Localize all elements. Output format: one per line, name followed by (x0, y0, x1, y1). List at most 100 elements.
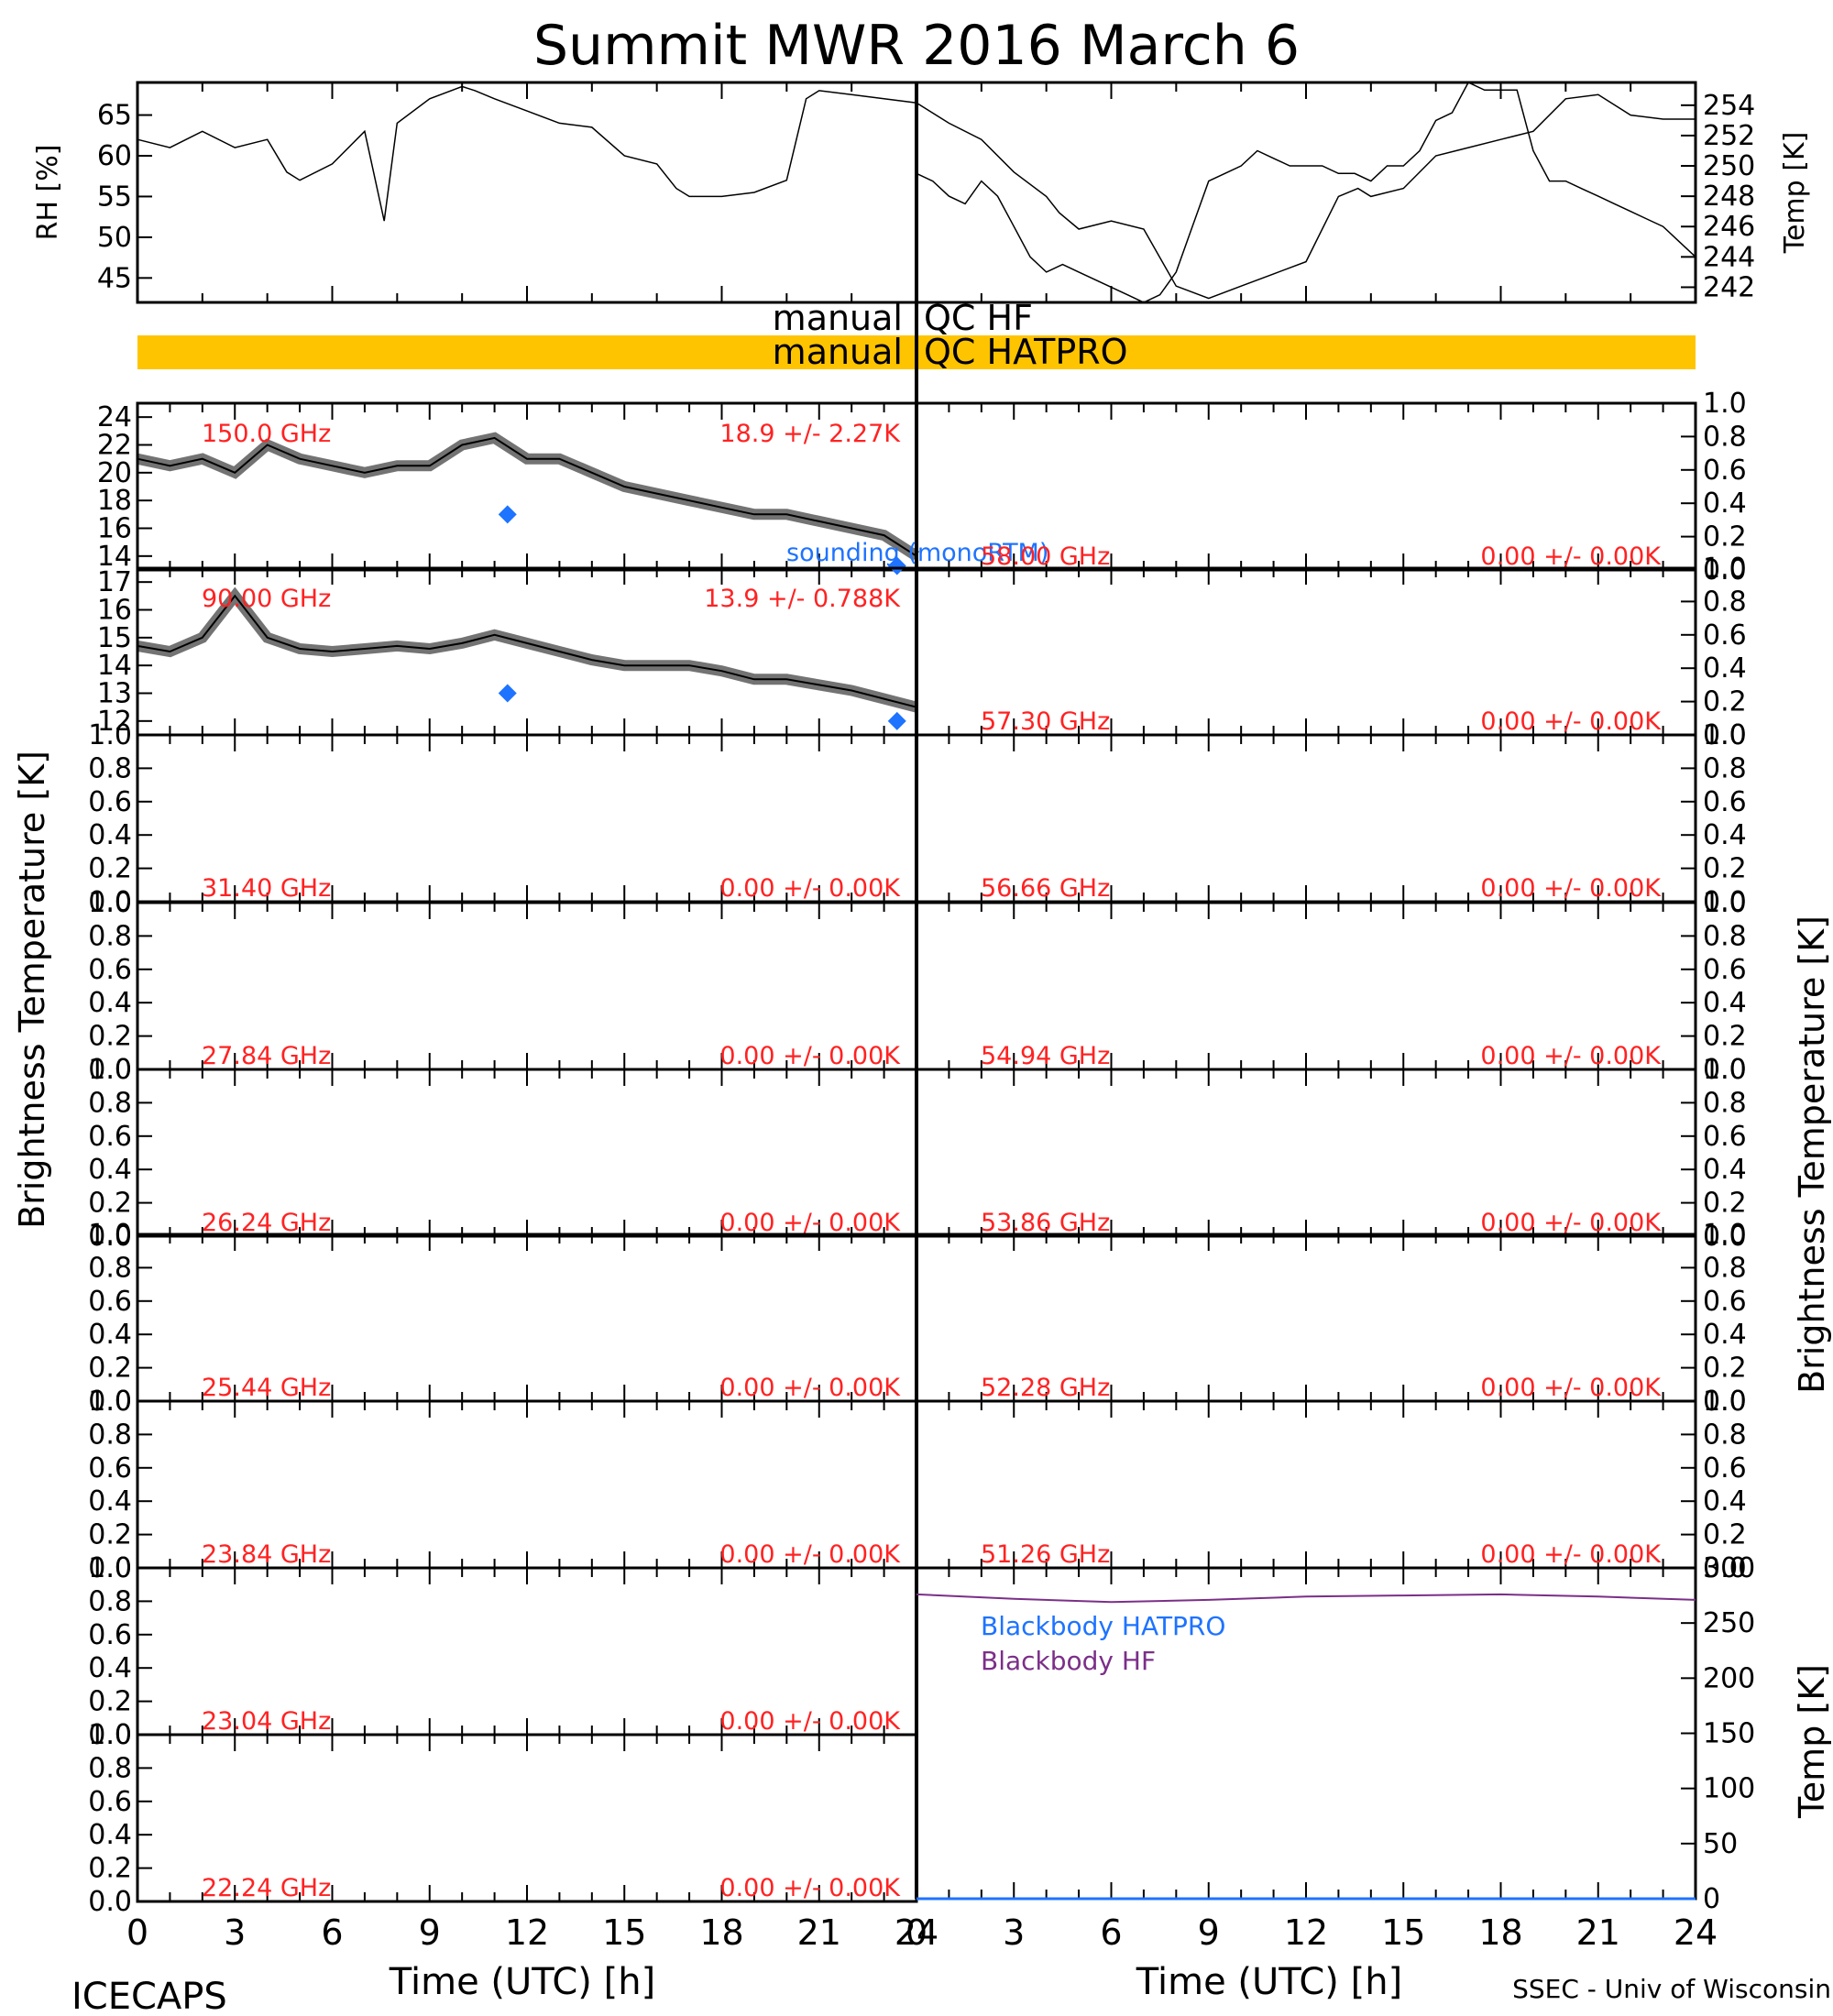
tb-y-tick-label: 0.4 (1703, 819, 1747, 851)
x-tick-label-right: 21 (1576, 1912, 1620, 1953)
tb-y-tick-label: 1.0 (1703, 1386, 1747, 1418)
x-tick-label-left: 0 (126, 1912, 148, 1953)
tb-y-tick-label: 0.6 (1703, 786, 1747, 818)
tb-y-tick-label: 1.0 (88, 1386, 132, 1418)
tb-y-tick-label: 0.6 (1703, 619, 1747, 652)
tb-y-tick-label: 0.6 (88, 1452, 132, 1485)
tb-stats-label: 0.00 +/- 0.00K (719, 1209, 901, 1237)
tb-y-tick-label: 0.2 (88, 853, 132, 885)
tb-freq-label: 53.86 GHz (981, 1209, 1110, 1237)
x-tick-label-left: 18 (699, 1912, 743, 1953)
sounding-marker (887, 711, 906, 730)
tb-y-tick-label: 1.0 (88, 1552, 132, 1584)
tb-stats-label: 0.00 +/- 0.00K (1480, 1209, 1662, 1237)
blackbody-y-label: Temp [K] (1792, 1664, 1832, 1819)
tb-y-tick-label: 16 (97, 513, 132, 545)
tb-y-tick-label: 0.8 (88, 1752, 132, 1784)
tb-y-tick-label: 0.4 (88, 1652, 132, 1684)
tb-y-tick-label: 17 (97, 566, 132, 598)
temp-y-tick-label: 242 (1703, 271, 1755, 303)
temp-y-tick-label: 254 (1703, 90, 1755, 122)
tb-freq-label: 26.24 GHz (202, 1209, 331, 1237)
tb-y-tick-label: 0.0 (1703, 1552, 1747, 1584)
tb-stats-label: 0.00 +/- 0.00K (1480, 1374, 1662, 1402)
tb-y-tick-label: 0.8 (1703, 586, 1747, 618)
tb-y-tick-label: 0.8 (88, 1419, 132, 1451)
tb-y-tick-label: 0.6 (88, 1286, 132, 1318)
footer-left: ICECAPS (71, 1976, 227, 2016)
tb-freq-label: 54.94 GHz (981, 1042, 1110, 1070)
tb-y-tick-label: 0.0 (88, 1221, 132, 1253)
tb-y-tick-label: 1.0 (1703, 388, 1747, 420)
tb-stats-label: 13.9 +/- 0.788K (704, 585, 901, 613)
blackbody-y-tick-label: 150 (1703, 1718, 1755, 1750)
x-tick-label-right: 6 (1100, 1912, 1122, 1953)
tb-y-tick-label: 24 (97, 401, 132, 433)
tb-y-tick-label: 0.4 (88, 1485, 132, 1517)
blackbody-y-tick-label: 0 (1703, 1883, 1720, 1915)
tb-y-tick-label: 18 (97, 485, 132, 517)
qc-hf-right-label: QC HF (924, 298, 1033, 338)
rh-y-tick-label: 45 (97, 262, 132, 294)
blackbody-hf-line (916, 1593, 1696, 1604)
tb-y-tick-label: 0.2 (1703, 521, 1747, 553)
tb-freq-label: 25.44 GHz (202, 1374, 331, 1402)
tb-y-tick-label: 1.0 (88, 1719, 132, 1751)
tb-y-tick-label: 0.6 (1703, 1286, 1747, 1318)
tb-y-tick-label: 0.4 (1703, 488, 1747, 520)
tb-freq-label: 27.84 GHz (202, 1042, 331, 1070)
x-title-left: Time (UTC) [h] (389, 1961, 655, 2003)
tb-y-tick-label: 1.0 (88, 719, 132, 751)
tb-y-tick-label: 1.0 (1703, 1054, 1747, 1086)
x-tick-label-right: 12 (1284, 1912, 1328, 1953)
tb-y-tick-label: 0.2 (1703, 1519, 1747, 1551)
x-tick-label-right: 15 (1381, 1912, 1425, 1953)
tb-y-tick-label: 0.2 (88, 1353, 132, 1385)
x-tick-label-left: 3 (224, 1912, 246, 1953)
tb-y-tick-label: 0.4 (88, 819, 132, 851)
tb-freq-label: 56.66 GHz (981, 874, 1110, 903)
x-tick-label-left: 24 (895, 1912, 938, 1953)
tb-y-tick-label: 0.0 (88, 1719, 132, 1751)
temp-y-label: Temp [K] (1779, 132, 1811, 255)
tb-y-tick-label: 1.0 (1703, 553, 1747, 585)
tb-y-tick-label: 0.8 (88, 1087, 132, 1119)
tb-y-tick-label: 0.0 (1703, 554, 1747, 586)
tb-y-tick-label: 0.2 (88, 1686, 132, 1718)
tb-series-line (137, 436, 917, 557)
tb-y-tick-label: 20 (97, 457, 132, 489)
temp-y-tick-label: 250 (1703, 150, 1755, 182)
tb-freq-label: 31.40 GHz (202, 874, 331, 903)
x-title-right: Time (UTC) [h] (1136, 1961, 1402, 2003)
tb-stats-label: 0.00 +/- 0.00K (1480, 1042, 1662, 1070)
x-tick-label-left: 9 (419, 1912, 441, 1953)
tb-y-tick-label: 0.2 (1703, 1188, 1747, 1220)
tb-y-tick-label: 14 (97, 650, 132, 682)
tb-y-tick-label: 0.2 (1703, 853, 1747, 885)
tb-y-tick-label: 1.0 (1703, 1219, 1747, 1251)
tb-y-tick-label: 0.4 (88, 1319, 132, 1351)
tb-y-tick-label: 0.6 (88, 1121, 132, 1153)
x-tick-label-left: 21 (797, 1912, 841, 1953)
tb-y-tick-label: 0.2 (1703, 1021, 1747, 1053)
x-tick-label-left: 12 (505, 1912, 549, 1953)
tb-y-tick-label: 0.0 (1703, 1386, 1747, 1418)
tb-freq-label: 22.24 GHz (202, 1874, 331, 1902)
tb-y-tick-label: 0.8 (1703, 920, 1747, 952)
tb-y-tick-label: 0.6 (88, 786, 132, 818)
tb-y-tick-label: 0.0 (88, 886, 132, 918)
tb-y-tick-label: 0.4 (1703, 1319, 1747, 1351)
tb-y-tick-label: 0.6 (1703, 954, 1747, 986)
tb-freq-label: 57.30 GHz (981, 707, 1110, 736)
blackbody-y-tick-label: 300 (1703, 1552, 1755, 1584)
tb-y-tick-label: 1.0 (1703, 887, 1747, 919)
blackbody-hf-label: Blackbody HF (981, 1646, 1156, 1676)
blackbody-y-tick-label: 50 (1703, 1828, 1738, 1860)
tb-y-tick-label: 0.4 (88, 1154, 132, 1186)
tb-y-tick-label: 0.2 (1703, 1353, 1747, 1385)
tb-y-tick-label: 15 (97, 622, 132, 654)
rh-y-tick-label: 55 (97, 181, 132, 213)
footer-right: SSEC - Univ of Wisconsin (1512, 1974, 1831, 2004)
rh-y-label: RH [%] (32, 145, 64, 241)
